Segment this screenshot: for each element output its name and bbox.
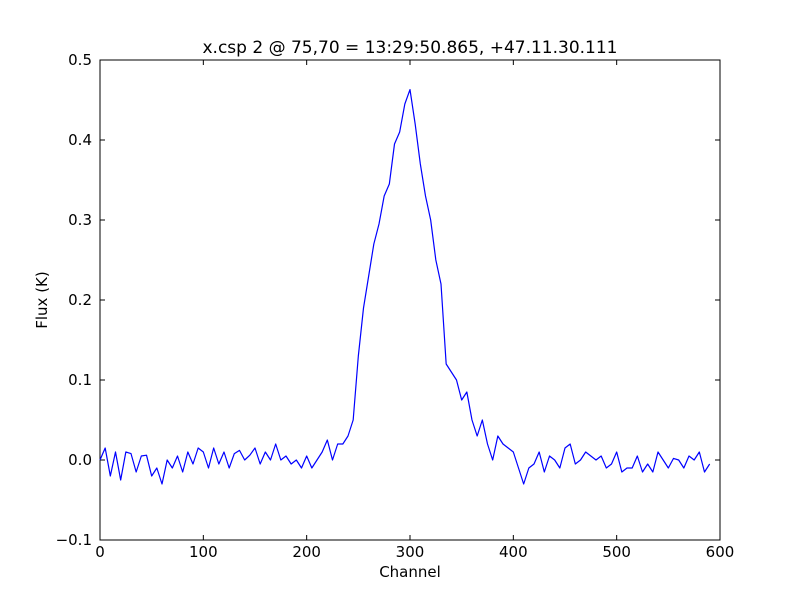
x-tick-label: 600 bbox=[706, 543, 735, 561]
y-tick-label: 0.4 bbox=[68, 131, 92, 149]
x-tick-label: 100 bbox=[189, 543, 218, 561]
y-axis-label: Flux (K) bbox=[33, 271, 51, 329]
y-tick-label: 0.2 bbox=[68, 291, 92, 309]
chart-title: x.csp 2 @ 75,70 = 13:29:50.865, +47.11.3… bbox=[202, 38, 617, 58]
x-tick-label: 300 bbox=[396, 543, 425, 561]
x-tick-label: 500 bbox=[602, 543, 631, 561]
x-axis-label: Channel bbox=[379, 563, 441, 581]
x-tick-label: 200 bbox=[292, 543, 321, 561]
y-tick-label: 0.5 bbox=[68, 51, 92, 69]
x-tick-label: 400 bbox=[499, 543, 528, 561]
y-tick-label: 0.3 bbox=[68, 211, 92, 229]
y-tick-label: 0.1 bbox=[68, 371, 92, 389]
y-tick-label: 0.0 bbox=[68, 451, 92, 469]
x-tick-label: 0 bbox=[95, 543, 105, 561]
data-line bbox=[99, 89, 711, 485]
y-tick-label: −0.1 bbox=[56, 531, 92, 549]
